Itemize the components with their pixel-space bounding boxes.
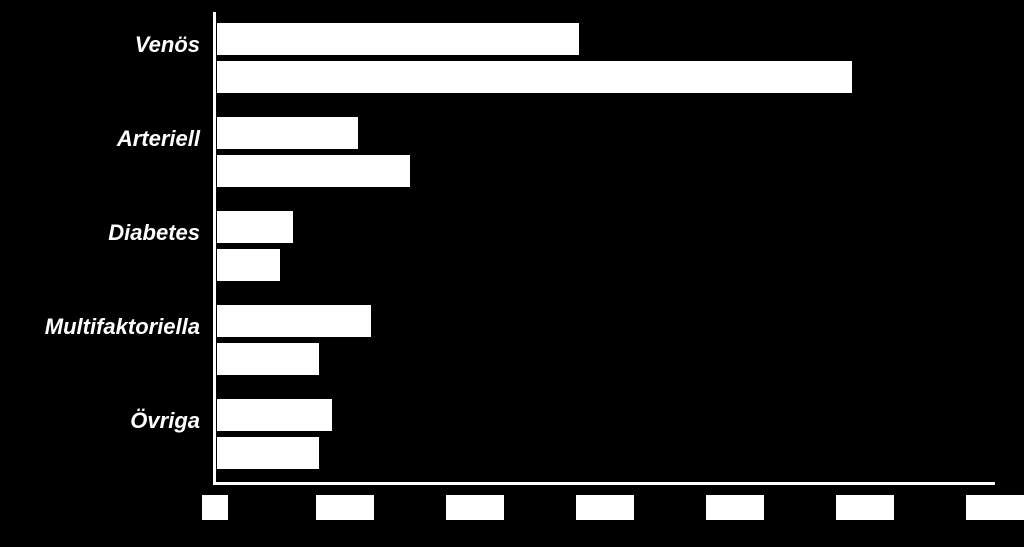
- x-tick-30: [576, 495, 634, 520]
- bar-diabetes-b: [216, 248, 281, 282]
- y-label-ovriga: Övriga: [0, 408, 200, 434]
- bar-diabetes-a: [216, 210, 294, 244]
- bar-arteriell-a: [216, 116, 359, 150]
- x-tick-20: [446, 495, 504, 520]
- x-axis-line: [213, 482, 995, 485]
- x-tick-10: [316, 495, 374, 520]
- chart: Venös Arteriell Diabetes Multifaktoriell…: [0, 0, 1024, 547]
- y-label-venos: Venös: [0, 32, 200, 58]
- bar-multi-a: [216, 304, 372, 338]
- bar-ovriga-b: [216, 436, 320, 470]
- x-tick-60: [966, 495, 1024, 520]
- y-label-arteriell: Arteriell: [0, 126, 200, 152]
- bar-venos-b: [216, 60, 853, 94]
- x-tick-40: [706, 495, 764, 520]
- x-tick-0: [202, 495, 228, 520]
- x-tick-50: [836, 495, 894, 520]
- y-label-diabetes: Diabetes: [0, 220, 200, 246]
- y-label-multi: Multifaktoriella: [0, 314, 200, 340]
- bar-venos-a: [216, 22, 580, 56]
- bar-ovriga-a: [216, 398, 333, 432]
- bar-multi-b: [216, 342, 320, 376]
- bar-arteriell-b: [216, 154, 411, 188]
